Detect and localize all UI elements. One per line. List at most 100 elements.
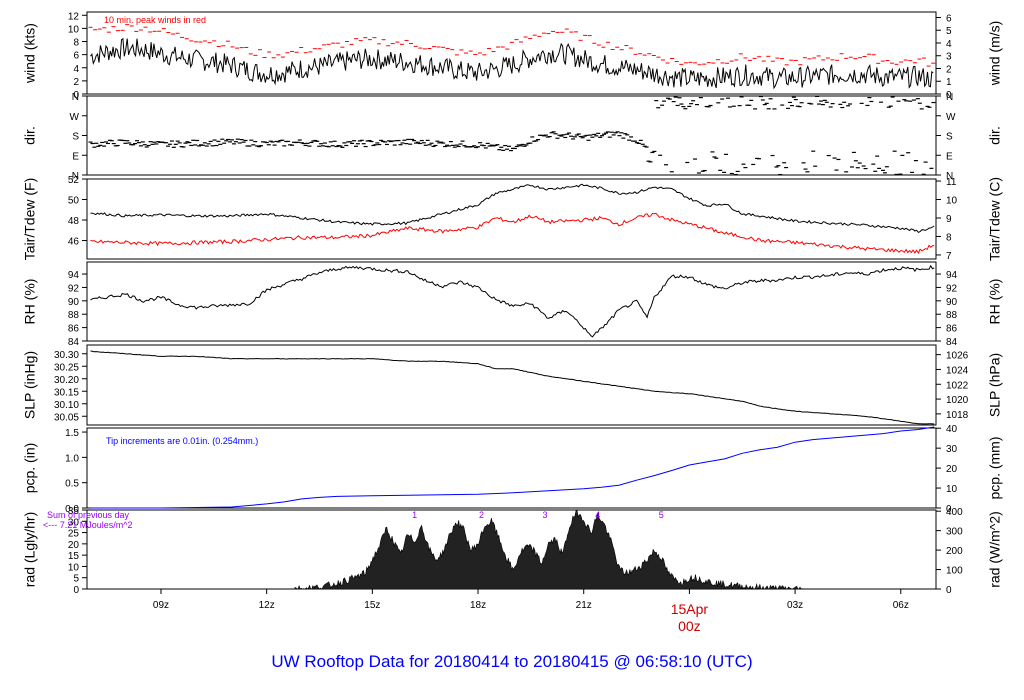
series-slp xyxy=(90,350,935,425)
y-tick-label-right: 0 xyxy=(946,585,952,596)
y-tick-label: 10 xyxy=(68,562,80,573)
y-tick-label: S xyxy=(72,132,79,143)
y-tick-label: E xyxy=(72,151,79,162)
y-tick-label: 1.5 xyxy=(65,428,79,439)
y-axis-label: SLP (inHg) xyxy=(22,351,38,419)
panel-frame xyxy=(86,261,937,342)
y-tick-label: 25 xyxy=(68,529,80,540)
y-tick-label: 0 xyxy=(73,90,79,101)
y-tick-label-right: 1020 xyxy=(946,395,969,406)
panel-frame xyxy=(86,178,937,260)
y-tick-label-right: 86 xyxy=(946,324,958,335)
y-tick-label-right: N xyxy=(946,92,953,103)
panel-temp: 46 48 50 52 7 8 9 10 11 Tair/Tdew (F) Tair/Tdew (C… xyxy=(22,175,1003,262)
y-tick-label: N xyxy=(72,92,79,103)
annotation-rad-value: <--- 7.21 MJoules/m^2 xyxy=(43,520,133,530)
y-tick-label: 10 xyxy=(68,24,80,35)
y-axis-label-right: wind (m/s) xyxy=(987,21,1003,87)
y-tick-label-right: 100 xyxy=(946,566,963,577)
series-rh xyxy=(90,264,935,338)
y-tick-label-right: 1 xyxy=(946,77,952,88)
y-tick-label-right: 90 xyxy=(946,297,958,308)
y-tick-label: 0 xyxy=(73,585,79,596)
y-tick-label: 8 xyxy=(73,38,79,49)
y-tick-label: 20 xyxy=(68,540,80,551)
y-axis-label: RH (%) xyxy=(22,279,38,325)
annotation-wind: 10 min. peak winds in red xyxy=(104,15,206,25)
y-tick-label-right: 20 xyxy=(946,464,958,475)
series-tdew xyxy=(90,212,935,255)
y-tick-label: 30.20 xyxy=(54,375,79,386)
y-tick-label-right: 10 xyxy=(946,484,958,495)
x-tick-label: 15z xyxy=(364,600,380,611)
rad-marker-label: 5 xyxy=(659,510,664,520)
annotation-pcp: Tip increments are 0.01in. (0.254mm.) xyxy=(106,436,258,446)
x-date-label: 15Apr xyxy=(671,601,709,617)
y-tick-label-right: 9 xyxy=(946,214,952,225)
y-tick-label: 30 xyxy=(68,517,80,528)
y-tick-label: 52 xyxy=(68,175,80,186)
x-date-time: 00z xyxy=(678,618,701,634)
y-tick-label: 0.0 xyxy=(65,504,79,515)
y-tick-label: 1.0 xyxy=(65,453,79,464)
series-pcp xyxy=(90,426,935,509)
panel-frame xyxy=(86,344,937,426)
y-tick-label-right: 84 xyxy=(946,337,958,348)
y-axis-label: dir. xyxy=(22,126,38,145)
y-tick-label: 48 xyxy=(68,216,80,227)
series-tair xyxy=(90,183,935,234)
y-tick-label-right: 40 xyxy=(946,424,958,435)
y-tick-label: W xyxy=(70,112,80,123)
y-tick-label-right: 10 xyxy=(946,196,958,207)
panel-frame xyxy=(86,11,937,95)
y-tick-label-right: 1024 xyxy=(946,365,969,376)
y-tick-label-right: 6 xyxy=(946,13,952,24)
y-tick-label: 90 xyxy=(68,297,80,308)
y-tick-label: 2 xyxy=(73,77,79,88)
y-tick-label-right: 3 xyxy=(946,52,952,63)
y-tick-label: 0.5 xyxy=(65,479,79,490)
y-tick-label: 92 xyxy=(68,283,80,294)
rad-marker-label: 2 xyxy=(479,510,484,520)
y-tick-label: 86 xyxy=(68,324,80,335)
y-tick-label: 30.25 xyxy=(54,362,79,373)
y-tick-label-right: 5 xyxy=(946,26,952,37)
y-tick-label: 30.30 xyxy=(54,350,79,361)
y-axis-label: wind (kts) xyxy=(22,23,38,84)
y-tick-label: 6 xyxy=(73,51,79,62)
x-tick-label: 12z xyxy=(259,600,275,611)
x-tick-label: 21z xyxy=(576,600,592,611)
y-tick-label-right: 30 xyxy=(946,444,958,455)
y-tick-label: 84 xyxy=(68,337,80,348)
panel-rh: 84 86 88 90 92 94 84 86 88 90 92 94 RH (%) RH (%) xyxy=(22,261,1003,348)
y-tick-label: 94 xyxy=(68,270,80,281)
y-tick-label: N xyxy=(72,171,79,182)
y-tick-label: 5 xyxy=(73,574,79,585)
y-tick-label: 50 xyxy=(68,196,80,207)
y-axis-label-right: Tair/Tdew (C) xyxy=(987,177,1003,261)
y-tick-label-right: 1022 xyxy=(946,380,969,391)
y-tick-label: 88 xyxy=(68,310,80,321)
y-tick-label-right: W xyxy=(946,112,956,123)
y-tick-label-right: 2 xyxy=(946,64,952,75)
y-tick-label-right: 400 xyxy=(946,507,963,518)
rad-marker-label: 1 xyxy=(412,510,417,520)
y-tick-label-right: 88 xyxy=(946,310,958,321)
y-axis-label-right: dir. xyxy=(987,126,1003,145)
rad-marker-label: 3 xyxy=(542,510,547,520)
y-tick-label: 30.10 xyxy=(54,400,79,411)
y-tick-label: 35 xyxy=(68,506,80,517)
y-tick-label-right: 300 xyxy=(946,527,963,538)
y-tick-label-right: 1026 xyxy=(946,351,969,362)
y-tick-label: 15 xyxy=(68,551,80,562)
y-tick-label-right: S xyxy=(946,132,953,143)
rad-marker-label: 4 xyxy=(595,510,600,520)
series-wind-speed xyxy=(90,37,934,90)
x-tick-label: 03z xyxy=(787,600,803,611)
y-tick-label: 4 xyxy=(73,64,79,75)
